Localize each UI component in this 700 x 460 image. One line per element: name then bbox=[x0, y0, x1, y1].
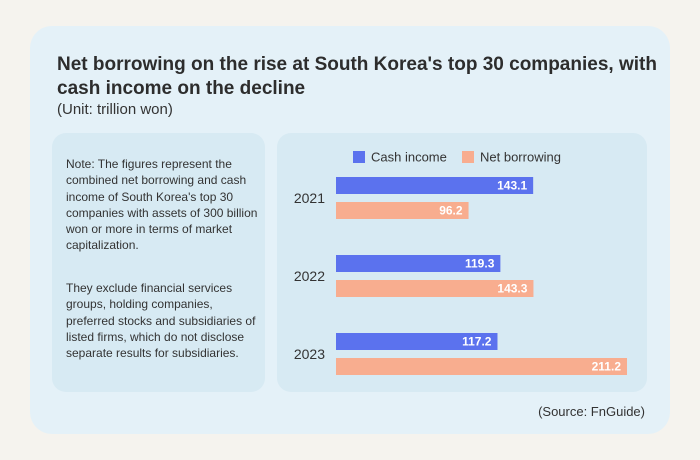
note-paragraph-2: They exclude financial services groups, … bbox=[66, 281, 256, 361]
data-label-cash-income-2022: 119.3 bbox=[465, 257, 495, 271]
bar-cash-income-2021 bbox=[336, 177, 534, 194]
legend-label-cash-income: Cash income bbox=[371, 150, 447, 165]
data-label-net-borrowing-2021: 96.2 bbox=[439, 204, 463, 218]
data-label-cash-income-2021: 143.1 bbox=[497, 179, 527, 193]
source-label: (Source: FnGuide) bbox=[538, 404, 645, 419]
data-label-cash-income-2023: 117.2 bbox=[462, 335, 492, 349]
data-label-net-borrowing-2023: 211.2 bbox=[592, 360, 622, 374]
bar-cash-income-2022 bbox=[336, 255, 501, 272]
category-label-2022: 2022 bbox=[294, 268, 325, 284]
legend-swatch-cash-income bbox=[353, 151, 365, 163]
chart-panel: Cash income Net borrowing 2021 143.1 96.2 202… bbox=[277, 133, 647, 392]
bar-chart: Cash income Net borrowing 2021 143.1 96.2 202… bbox=[294, 150, 627, 375]
legend-label-net-borrowing: Net borrowing bbox=[480, 150, 561, 165]
bar-net-borrowing-2022 bbox=[336, 280, 534, 297]
note-panel bbox=[52, 133, 265, 392]
unit-label: (Unit: trillion won) bbox=[57, 101, 173, 118]
bar-net-borrowing-2023 bbox=[336, 358, 627, 375]
bar-cash-income-2023 bbox=[336, 333, 498, 350]
legend-swatch-net-borrowing bbox=[462, 151, 474, 163]
category-label-2021: 2021 bbox=[294, 190, 325, 206]
category-label-2023: 2023 bbox=[294, 346, 325, 362]
bar-net-borrowing-2021 bbox=[336, 202, 469, 219]
chart-title: Net borrowing on the rise at South Korea… bbox=[57, 54, 657, 99]
note-paragraph-1: Note: The figures represent the combined… bbox=[66, 157, 258, 253]
data-label-net-borrowing-2022: 143.3 bbox=[497, 282, 527, 296]
